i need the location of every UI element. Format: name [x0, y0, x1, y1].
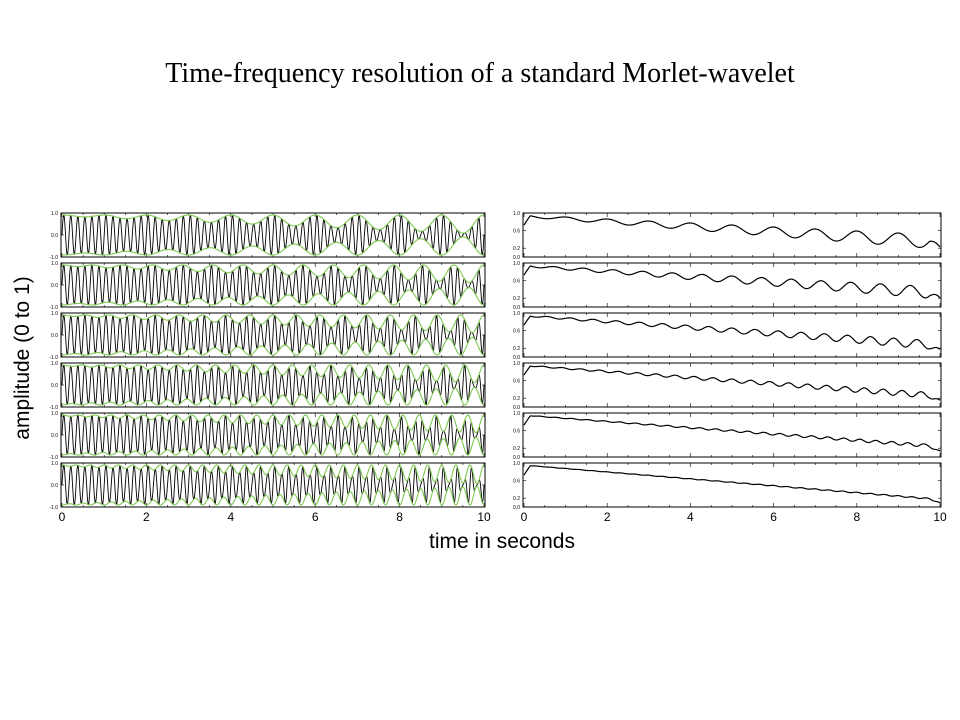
left-ytick-label-1-1: 0.0: [51, 283, 58, 289]
right-panel-frame-0: [522, 212, 942, 258]
left-envelope-lower-4: [62, 436, 485, 456]
left-signal-line-5: [61, 464, 485, 506]
right-ytick-label-0-2: 0.2: [513, 246, 520, 252]
left-signal-line-4: [61, 413, 485, 457]
left-ytick-label-1-0: 1.0: [51, 261, 58, 267]
y-axis-label: amplitude (0 to 1): [11, 276, 34, 439]
left-signal-line-2: [61, 313, 485, 357]
left-xtick-label-3: 6: [312, 510, 319, 524]
right-ytick-label-0-0: 1.0: [513, 211, 520, 217]
right-signal-line-3: [523, 365, 941, 401]
left-ytick-label-5-0: 1.0: [51, 461, 58, 467]
left-xtick-label-0: 0: [59, 510, 66, 524]
left-ytick-label-0-1: 0.0: [51, 233, 58, 239]
left-xtick-label-5: 10: [477, 510, 491, 524]
left-envelope-lower-1: [62, 287, 485, 306]
panels-group: 1.00.0-1.01.00.0-1.01.00.0-1.01.00.0-1.0…: [49, 211, 947, 524]
right-ytick-label-4-2: 0.2: [513, 446, 520, 452]
right-signal-line-0: [523, 215, 941, 249]
right-ytick-label-2-3: 0.0: [513, 355, 520, 361]
right-panel-frame-2: [522, 312, 942, 358]
left-ytick-label-4-1: 0.0: [51, 433, 58, 439]
right-ytick-label-5-3: 0.0: [513, 505, 520, 511]
left-ytick-label-5-1: 0.0: [51, 483, 58, 489]
left-ytick-label-1-2: -1.0: [49, 305, 58, 311]
left-ytick-label-3-0: 1.0: [51, 361, 58, 367]
left-envelope-lower-2: [62, 336, 485, 356]
right-ytick-label-5-1: 0.6: [513, 479, 520, 485]
right-ytick-label-0-1: 0.6: [513, 229, 520, 235]
left-envelope-upper-2: [62, 314, 485, 334]
left-ytick-label-3-2: -1.0: [49, 405, 58, 411]
right-ytick-label-4-1: 0.6: [513, 429, 520, 435]
left-ytick-label-2-2: -1.0: [49, 355, 58, 361]
right-ytick-label-2-2: 0.2: [513, 346, 520, 352]
right-xtick-label-2: 4: [687, 510, 694, 524]
left-envelope-upper-0: [62, 214, 485, 234]
right-ytick-label-2-0: 1.0: [513, 311, 520, 317]
right-ytick-label-1-2: 0.2: [513, 296, 520, 302]
right-xtick-label-4: 8: [853, 510, 860, 524]
left-xtick-label-4: 8: [396, 510, 403, 524]
left-envelope-upper-3: [62, 364, 485, 384]
right-ytick-label-3-0: 1.0: [513, 361, 520, 367]
left-ytick-label-2-0: 1.0: [51, 311, 58, 317]
left-envelope-upper-4: [62, 414, 485, 434]
left-envelope-lower-0: [62, 236, 485, 256]
right-xtick-label-0: 0: [521, 510, 528, 524]
left-envelope-upper-1: [62, 264, 485, 283]
right-xtick-label-1: 2: [604, 510, 611, 524]
right-panel-frame-5: [522, 462, 942, 508]
right-signal-line-2: [523, 315, 941, 350]
left-ytick-label-5-2: -1.0: [49, 505, 58, 511]
right-ytick-label-1-3: 0.0: [513, 305, 520, 311]
left-ytick-label-4-2: -1.0: [49, 455, 58, 461]
left-xtick-label-1: 2: [143, 510, 150, 524]
x-axis-label: time in seconds: [429, 530, 575, 553]
right-ytick-label-3-2: 0.2: [513, 396, 520, 402]
right-ytick-label-5-0: 1.0: [513, 461, 520, 467]
left-ytick-label-0-2: -1.0: [49, 255, 58, 261]
right-ytick-label-3-1: 0.6: [513, 379, 520, 385]
left-envelope-lower-5: [62, 485, 485, 506]
right-ytick-label-5-2: 0.2: [513, 496, 520, 502]
right-xtick-label-5: 10: [933, 510, 947, 524]
left-signal-line-3: [61, 363, 485, 407]
right-xtick-label-3: 6: [770, 510, 777, 524]
left-ytick-label-0-0: 1.0: [51, 211, 58, 217]
right-ytick-label-4-0: 1.0: [513, 411, 520, 417]
right-ytick-label-3-3: 0.0: [513, 405, 520, 411]
left-envelope-upper-5: [62, 464, 485, 485]
right-ytick-label-4-3: 0.0: [513, 455, 520, 461]
left-signal-line-1: [61, 263, 485, 307]
page-title: Time-frequency resolution of a standard …: [165, 58, 795, 89]
left-envelope-lower-3: [62, 386, 485, 406]
left-signal-line-0: [61, 213, 485, 256]
left-ytick-label-3-1: 0.0: [51, 383, 58, 389]
right-signal-line-1: [523, 265, 941, 299]
right-signal-line-5: [523, 465, 941, 504]
right-ytick-label-1-1: 0.6: [513, 279, 520, 285]
left-ytick-label-2-1: 0.0: [51, 333, 58, 339]
right-ytick-label-0-3: 0.0: [513, 255, 520, 261]
left-ytick-label-4-0: 1.0: [51, 411, 58, 417]
right-signal-line-4: [523, 415, 941, 452]
left-xtick-label-2: 4: [227, 510, 234, 524]
right-ytick-label-1-0: 1.0: [513, 261, 520, 267]
right-ytick-label-2-1: 0.6: [513, 329, 520, 335]
